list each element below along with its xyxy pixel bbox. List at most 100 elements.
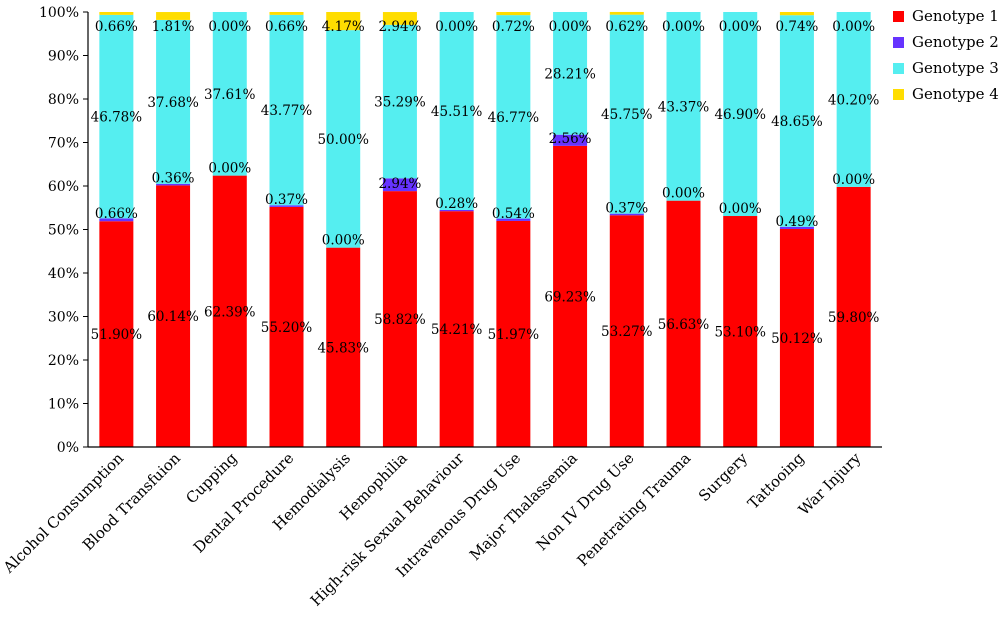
data-label-genotype-4-11: 0.00% [662, 19, 705, 35]
data-label-genotype-3-4: 43.77% [261, 103, 313, 119]
legend-label-3: Genotype 3 [912, 59, 999, 77]
data-label-genotype-3-2: 37.68% [147, 95, 199, 111]
data-label-genotype-1-12: 53.10% [714, 325, 766, 341]
bar-genotype-1-12 [723, 216, 758, 447]
legend-label-1: Genotype 1 [912, 7, 999, 25]
bar-genotype-3-6 [382, 24, 417, 179]
bar-genotype-3-7 [439, 12, 474, 210]
y-tick-label: 30% [48, 310, 79, 326]
y-tick-label: 60% [48, 179, 79, 195]
data-label-genotype-4-2: 1.81% [152, 19, 195, 35]
data-label-genotype-1-2: 60.14% [147, 309, 199, 325]
data-label-genotype-1-9: 69.23% [544, 289, 596, 305]
data-label-genotype-2-13: 0.49% [775, 214, 818, 230]
data-label-genotype-3-12: 46.90% [714, 107, 766, 123]
data-label-genotype-3-10: 45.75% [601, 107, 653, 123]
y-tick-label: 70% [48, 136, 79, 152]
y-tick-label: 50% [48, 223, 79, 239]
bar-genotype-1-4 [269, 206, 304, 447]
bar-genotype-1-13 [779, 228, 814, 447]
data-label-genotype-4-13: 0.74% [775, 19, 818, 35]
data-label-genotype-1-3: 62.39% [204, 304, 256, 320]
data-label-genotype-2-3: 0.00% [208, 161, 251, 177]
bar-genotype-3-13 [779, 15, 814, 227]
data-label-genotype-1-14: 59.80% [828, 310, 880, 326]
data-label-genotype-4-8: 0.72% [492, 19, 535, 35]
bars [99, 11, 871, 448]
bar-genotype-3-9 [553, 12, 588, 135]
bar-genotype-3-14 [836, 12, 871, 187]
legend-label-4: Genotype 4 [912, 85, 999, 103]
y-tick-label: 0% [57, 440, 79, 456]
data-label-genotype-3-3: 37.61% [204, 87, 256, 103]
bar-genotype-1-6 [382, 191, 417, 447]
bar-genotype-1-8 [496, 220, 531, 447]
bar-genotype-3-1 [99, 14, 134, 219]
data-label-genotype-4-7: 0.00% [435, 19, 478, 35]
bar-genotype-4-6 [382, 12, 417, 25]
bar-genotype-2-2 [156, 183, 191, 186]
data-label-genotype-3-14: 40.20% [828, 92, 880, 108]
data-label-genotype-3-5: 50.00% [317, 132, 369, 148]
bar-genotype-4-13 [779, 12, 814, 16]
data-label-genotype-3-8: 46.77% [488, 110, 540, 126]
data-label-genotype-3-11: 43.37% [658, 99, 710, 115]
data-label-genotype-1-1: 51.90% [91, 327, 143, 343]
data-label-genotype-4-9: 0.00% [549, 19, 592, 35]
data-label-genotype-1-5: 45.83% [317, 340, 369, 356]
legend-swatch-2 [893, 37, 904, 48]
data-label-genotype-4-5: 4.17% [322, 19, 365, 35]
bar-genotype-1-14 [836, 186, 871, 447]
data-label-genotype-4-14: 0.00% [832, 19, 875, 35]
bar-genotype-3-10 [609, 14, 644, 214]
data-label-genotype-4-10: 0.62% [605, 19, 648, 35]
legend: Genotype 1 Genotype 2 Genotype 3 Genotype 4 [893, 7, 999, 103]
data-label-genotype-3-7: 45.51% [431, 104, 483, 120]
data-label-genotype-3-9: 28.21% [544, 66, 596, 82]
y-axis: 0% 10% 20% 30% 40% 50% 60% 70% 80% 90% 100% [39, 5, 89, 456]
legend-swatch-3 [893, 63, 904, 74]
bar-genotype-2-10 [609, 213, 644, 216]
bar-genotype-1-11 [666, 200, 701, 447]
data-label-genotype-3-1: 46.78% [91, 110, 143, 126]
data-label-genotype-4-3: 0.00% [208, 19, 251, 35]
category-label: Dental Procedure [190, 449, 298, 557]
bar-genotype-2-6 [382, 178, 417, 192]
bar-genotype-1-10 [609, 215, 644, 447]
data-label-genotype-2-14: 0.00% [832, 172, 875, 188]
bar-genotype-2-13 [779, 226, 814, 229]
data-label-genotype-4-4: 0.66% [265, 19, 308, 35]
data-label-genotype-1-13: 50.12% [771, 331, 823, 347]
data-label-genotype-1-4: 55.20% [261, 320, 313, 336]
data-label-genotype-2-4: 0.37% [265, 192, 308, 208]
bar-genotype-4-4 [269, 12, 304, 15]
bar-genotype-4-10 [609, 11, 644, 15]
data-label-genotype-1-8: 51.97% [488, 327, 540, 343]
data-label-genotype-3-13: 48.65% [771, 114, 823, 130]
data-label-genotype-4-12: 0.00% [719, 19, 762, 35]
legend-label-2: Genotype 2 [912, 33, 999, 51]
bar-genotype-1-5 [326, 247, 361, 447]
data-label-genotype-2-1: 0.66% [95, 206, 138, 222]
y-tick-label: 20% [48, 353, 79, 369]
bar-genotype-2-4 [269, 205, 304, 207]
y-tick-label: 100% [39, 5, 79, 21]
y-tick-label: 40% [48, 266, 79, 282]
bar-genotype-3-4 [269, 14, 304, 206]
data-label-genotype-1-7: 54.21% [431, 322, 483, 338]
bar-genotype-3-2 [156, 19, 191, 184]
bar-genotype-3-3 [212, 12, 247, 176]
y-tick-label: 90% [48, 49, 79, 65]
bar-genotype-2-7 [439, 209, 474, 212]
category-label: Blood Transfuion [79, 449, 184, 554]
data-label-genotype-2-11: 0.00% [662, 186, 705, 202]
data-label-genotype-2-9: 2.56% [549, 131, 592, 147]
data-label-genotype-4-1: 0.66% [95, 19, 138, 35]
bar-genotype-4-5 [326, 12, 361, 31]
data-label-genotype-2-12: 0.00% [719, 201, 762, 217]
category-label: Cupping [182, 449, 241, 508]
bar-genotype-2-8 [496, 218, 531, 221]
data-label-genotype-1-11: 56.63% [658, 317, 710, 333]
